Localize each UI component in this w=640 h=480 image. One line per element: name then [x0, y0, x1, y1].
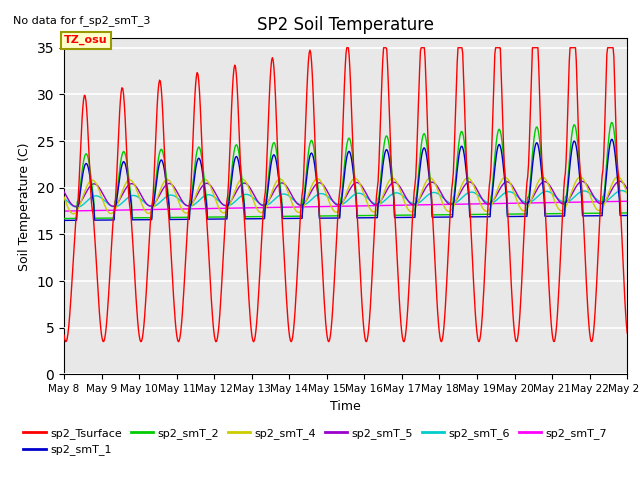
sp2_smT_4 — [70, 211, 77, 216]
sp2_smT_4 — [71, 210, 79, 216]
sp2_Tsurface — [215, 321, 223, 326]
sp2_smT_5 — [71, 204, 79, 209]
sp2_smT_6 — [129, 192, 137, 198]
sp2_smT_7 — [60, 208, 68, 214]
Line: sp2_Tsurface: sp2_Tsurface — [64, 48, 627, 342]
Line: sp2_smT_7: sp2_smT_7 — [64, 201, 627, 211]
sp2_smT_6 — [623, 190, 631, 196]
sp2_smT_6 — [186, 203, 194, 209]
sp2_smT_1 — [431, 214, 438, 220]
sp2_smT_6 — [70, 204, 78, 209]
sp2_smT_4 — [216, 207, 224, 213]
sp2_smT_4 — [186, 206, 194, 212]
sp2_smT_7 — [215, 205, 223, 211]
sp2_smT_5 — [129, 181, 137, 187]
sp2_smT_4 — [431, 181, 439, 187]
sp2_smT_1 — [186, 216, 193, 222]
sp2_smT_7 — [431, 202, 438, 207]
sp2_smT_5 — [623, 186, 631, 192]
sp2_smT_7 — [186, 206, 193, 212]
Line: sp2_smT_1: sp2_smT_1 — [64, 139, 627, 220]
sp2_smT_5 — [415, 197, 422, 203]
sp2_smT_5 — [431, 181, 439, 187]
sp2_smT_4 — [129, 180, 137, 185]
sp2_smT_5 — [616, 179, 623, 184]
sp2_smT_4 — [60, 194, 68, 200]
Line: sp2_smT_4: sp2_smT_4 — [64, 177, 627, 214]
sp2_smT_2 — [60, 216, 68, 221]
Text: No data for f_sp2_smT_3: No data for f_sp2_smT_3 — [13, 15, 150, 26]
X-axis label: Time: Time — [330, 400, 361, 413]
Text: TZ_osu: TZ_osu — [64, 35, 108, 45]
sp2_smT_6 — [431, 190, 439, 195]
sp2_smT_7 — [414, 202, 422, 208]
sp2_smT_6 — [618, 188, 625, 193]
sp2_Tsurface — [70, 241, 78, 247]
sp2_smT_7 — [70, 208, 78, 214]
sp2_smT_6 — [60, 195, 68, 201]
sp2_smT_4 — [623, 191, 631, 196]
sp2_smT_4 — [415, 197, 422, 203]
sp2_smT_5 — [186, 202, 194, 208]
Title: SP2 Soil Temperature: SP2 Soil Temperature — [257, 16, 434, 34]
sp2_smT_1 — [608, 136, 616, 142]
Y-axis label: Soil Temperature (C): Soil Temperature (C) — [18, 142, 31, 271]
sp2_smT_2 — [70, 216, 78, 221]
Line: sp2_smT_2: sp2_smT_2 — [64, 122, 627, 218]
sp2_smT_1 — [128, 217, 136, 223]
sp2_smT_2 — [128, 215, 136, 221]
sp2_smT_5 — [70, 204, 78, 209]
sp2_smT_1 — [623, 213, 631, 218]
sp2_smT_1 — [60, 217, 68, 223]
sp2_Tsurface — [60, 332, 68, 338]
Line: sp2_smT_5: sp2_smT_5 — [64, 181, 627, 206]
sp2_Tsurface — [186, 201, 193, 207]
sp2_Tsurface — [287, 339, 295, 345]
sp2_Tsurface — [128, 229, 136, 235]
sp2_Tsurface — [432, 282, 440, 288]
sp2_smT_2 — [215, 214, 223, 220]
sp2_smT_5 — [60, 189, 68, 194]
sp2_smT_1 — [70, 217, 78, 223]
sp2_Tsurface — [623, 330, 631, 336]
sp2_smT_5 — [216, 198, 224, 204]
sp2_smT_1 — [215, 216, 223, 222]
sp2_smT_6 — [216, 199, 224, 205]
sp2_smT_7 — [623, 198, 631, 204]
sp2_smT_2 — [414, 176, 422, 182]
sp2_smT_6 — [74, 204, 81, 210]
sp2_Tsurface — [416, 67, 424, 72]
Line: sp2_smT_6: sp2_smT_6 — [64, 191, 627, 207]
sp2_smT_2 — [186, 215, 193, 220]
Legend: sp2_Tsurface, sp2_smT_1, sp2_smT_2, sp2_smT_4, sp2_smT_5, sp2_smT_6, sp2_smT_7: sp2_Tsurface, sp2_smT_1, sp2_smT_2, sp2_… — [19, 424, 612, 460]
sp2_smT_7 — [128, 207, 136, 213]
sp2_smT_2 — [608, 120, 616, 125]
sp2_smT_4 — [614, 174, 621, 180]
sp2_Tsurface — [343, 45, 351, 50]
sp2_smT_6 — [415, 200, 422, 205]
sp2_smT_2 — [623, 210, 631, 216]
sp2_smT_1 — [414, 184, 422, 190]
sp2_smT_2 — [431, 212, 438, 218]
